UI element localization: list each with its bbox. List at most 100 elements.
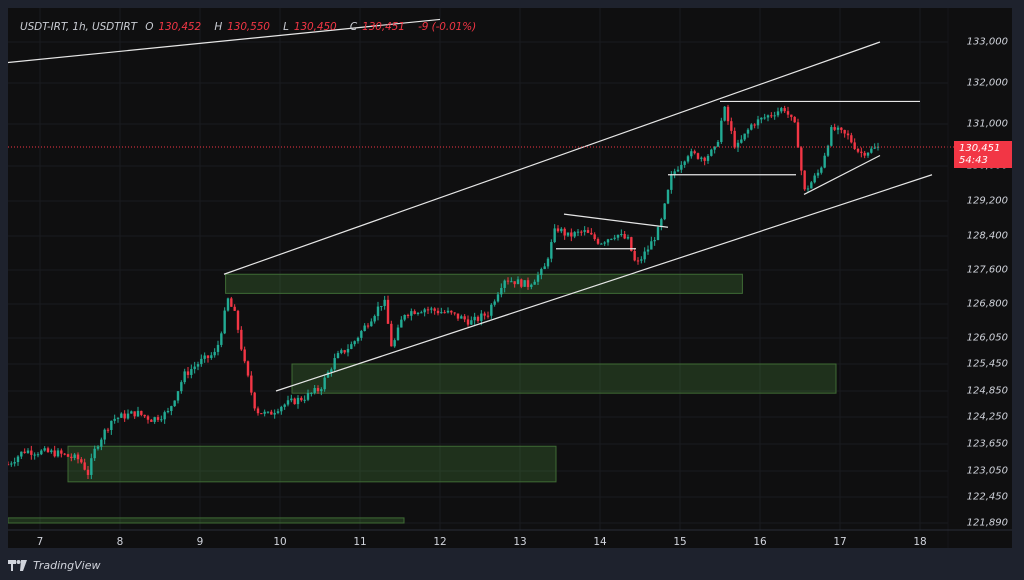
- candle-body: [590, 232, 593, 235]
- symbol-label: USDT-IRT, 1h, USDTIRT: [20, 21, 137, 33]
- candle-body: [8, 464, 10, 466]
- candle-body: [343, 350, 346, 353]
- open-value: 130,452: [158, 21, 202, 33]
- price-axis-label: 132,000: [966, 77, 1008, 89]
- lower-channel-line[interactable]: [275, 174, 933, 392]
- candle-body: [356, 337, 360, 342]
- candle-body: [203, 355, 206, 359]
- bar-countdown: 54:43: [959, 155, 988, 166]
- candle-body: [80, 459, 83, 463]
- candle-body: [676, 169, 680, 172]
- upper-channel-top-line[interactable]: [8, 18, 441, 64]
- candle-body: [223, 310, 226, 334]
- candle-body: [650, 241, 653, 250]
- candle-body: [680, 164, 683, 170]
- candle-body: [730, 121, 733, 131]
- brand-name: TradingView: [33, 558, 101, 572]
- close-value: 130,451: [362, 21, 405, 33]
- candle-body: [213, 351, 216, 356]
- candle-body: [126, 413, 130, 419]
- candle-body: [436, 310, 440, 314]
- time-axis-label: 17: [833, 536, 847, 548]
- high-label: H: [214, 21, 223, 33]
- candle-body: [656, 227, 660, 241]
- demand-zone[interactable]: [8, 517, 405, 524]
- demand-zone[interactable]: [225, 273, 743, 294]
- candle-body: [576, 231, 580, 233]
- candle-body: [613, 237, 616, 239]
- candle-body: [413, 311, 416, 314]
- candle-body: [280, 406, 283, 412]
- price-axis-label: 125,450: [966, 358, 1008, 370]
- candle-body: [720, 120, 723, 142]
- price-axis-label: 123,650: [966, 438, 1008, 450]
- time-axis-label: 7: [36, 536, 44, 548]
- candle-body: [33, 454, 36, 456]
- candle-body: [206, 355, 210, 358]
- candle-body: [253, 392, 256, 409]
- candle-body: [176, 391, 180, 401]
- last-price-tag: 130,451 54:43: [954, 141, 1012, 168]
- candle-body: [850, 135, 853, 143]
- candle-body: [563, 228, 566, 236]
- candle-body: [823, 155, 826, 168]
- candle-body: [840, 127, 843, 130]
- candle-body: [796, 122, 800, 148]
- change-value: -9 (-0.01%): [418, 21, 477, 33]
- candle-body: [643, 251, 646, 260]
- candlestick-chart[interactable]: [8, 8, 1012, 548]
- price-axis-label: 131,000: [966, 118, 1008, 130]
- candle-body: [786, 111, 790, 115]
- candle-body: [493, 301, 496, 305]
- candle-body: [150, 419, 153, 422]
- candle-body: [376, 306, 380, 317]
- candle-body: [826, 145, 830, 156]
- upper-channel-line[interactable]: [223, 41, 881, 275]
- candle-body: [53, 450, 56, 457]
- candle-body: [16, 456, 20, 463]
- candle-body: [506, 280, 510, 282]
- candle-body: [136, 410, 140, 417]
- candle-body: [393, 340, 396, 347]
- candle-body: [836, 127, 840, 130]
- candle-body: [666, 189, 670, 204]
- candle-body: [93, 448, 96, 459]
- candle-body: [800, 147, 803, 171]
- candle-body: [433, 308, 436, 311]
- candle-body: [366, 325, 370, 327]
- candle-body: [556, 228, 560, 232]
- candle-body: [200, 358, 203, 365]
- candle-body: [573, 232, 576, 237]
- candle-body: [533, 281, 536, 285]
- demand-zone[interactable]: [67, 445, 557, 483]
- flag-top-line[interactable]: [563, 213, 669, 228]
- candle-body: [210, 355, 213, 358]
- candle-body: [403, 314, 406, 320]
- rising-support-line[interactable]: [803, 154, 881, 195]
- candle-body: [496, 294, 500, 302]
- candle-body: [500, 287, 503, 295]
- candle-body: [763, 117, 766, 119]
- candle-body: [863, 152, 866, 156]
- candle-body: [756, 119, 760, 126]
- candle-body: [346, 348, 350, 353]
- low-label: L: [283, 21, 289, 33]
- candle-body: [163, 412, 166, 420]
- time-axis-label: 11: [353, 536, 367, 548]
- candle-body: [86, 469, 90, 475]
- candle-body: [606, 239, 610, 243]
- candle-body: [70, 456, 73, 459]
- candle-body: [113, 418, 116, 421]
- candle-body: [633, 251, 636, 261]
- demand-zone[interactable]: [291, 363, 837, 394]
- candle-body: [156, 417, 160, 420]
- candle-body: [846, 133, 850, 136]
- candle-body: [463, 316, 466, 320]
- candle-body: [523, 280, 526, 287]
- candle-body: [100, 439, 103, 447]
- time-axis-label: 16: [753, 536, 767, 548]
- candle-body: [620, 234, 623, 236]
- candle-body: [803, 170, 806, 190]
- candle-body: [20, 451, 23, 457]
- candle-body: [220, 333, 223, 345]
